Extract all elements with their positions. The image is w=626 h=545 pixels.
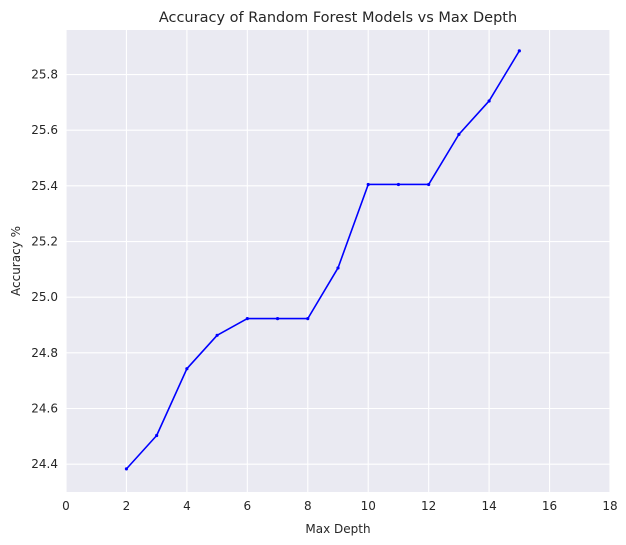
x-tick-label: 0 xyxy=(62,499,70,513)
x-tick-label: 18 xyxy=(602,499,617,513)
x-tick-label: 16 xyxy=(542,499,557,513)
data-point xyxy=(306,317,309,320)
data-point xyxy=(518,49,521,52)
x-axis-label: Max Depth xyxy=(305,522,370,536)
data-point xyxy=(427,183,430,186)
x-tick-label: 4 xyxy=(183,499,191,513)
x-tick-label: 12 xyxy=(421,499,436,513)
x-tick-labels: 0 2 4 6 8 10 12 14 16 18 xyxy=(62,499,617,513)
y-tick-label: 24.8 xyxy=(31,346,58,360)
data-point xyxy=(367,183,370,186)
x-tick-label: 6 xyxy=(244,499,252,513)
y-tick-label: 24.4 xyxy=(31,457,58,471)
data-point xyxy=(488,99,491,102)
data-point xyxy=(336,266,339,269)
x-tick-label: 14 xyxy=(481,499,496,513)
data-point xyxy=(125,467,128,470)
data-point xyxy=(246,317,249,320)
data-point xyxy=(155,434,158,437)
y-tick-label: 25.2 xyxy=(31,235,58,249)
data-point xyxy=(276,317,279,320)
x-tick-label: 8 xyxy=(304,499,312,513)
y-axis-label: Accuracy % xyxy=(9,226,23,296)
data-point xyxy=(397,183,400,186)
y-tick-labels: 24.4 24.6 24.8 25.0 25.2 25.4 25.6 25.8 xyxy=(31,68,58,472)
y-tick-label: 25.6 xyxy=(31,123,58,137)
chart-title: Accuracy of Random Forest Models vs Max … xyxy=(159,10,517,26)
y-tick-label: 24.6 xyxy=(31,402,58,416)
y-tick-label: 25.4 xyxy=(31,179,58,193)
data-point xyxy=(216,334,219,337)
data-point xyxy=(457,133,460,136)
x-tick-label: 10 xyxy=(361,499,376,513)
data-point xyxy=(185,367,188,370)
x-tick-label: 2 xyxy=(123,499,131,513)
y-tick-label: 25.8 xyxy=(31,68,58,82)
y-tick-label: 25.0 xyxy=(31,290,58,304)
plot-area xyxy=(66,30,610,492)
